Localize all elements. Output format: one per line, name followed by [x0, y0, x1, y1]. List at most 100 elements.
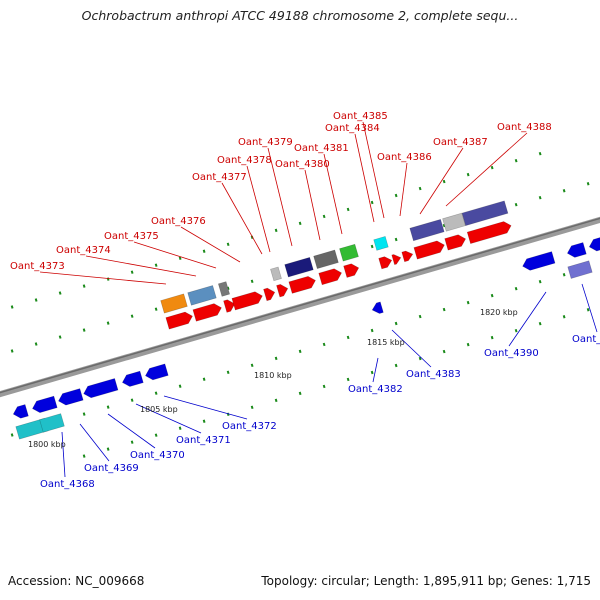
track-dot: [346, 335, 350, 340]
gene-label: Oant_4372: [222, 421, 277, 432]
gene-block: [313, 249, 339, 270]
gene-block: [318, 268, 342, 286]
gene-block: [83, 378, 119, 399]
track-dot: [106, 405, 110, 409]
label-leader: [399, 162, 408, 217]
track-dot: [106, 277, 110, 281]
gene-label: Oant_4377: [192, 172, 247, 183]
gene-label: Oant_4385: [333, 111, 388, 122]
gene-label: Oant_4374: [56, 245, 111, 256]
track-dot: [10, 305, 14, 309]
gene-block: [461, 200, 509, 226]
track-dot: [130, 314, 134, 318]
track-dot: [466, 172, 470, 177]
label-leader: [107, 413, 156, 449]
label-leader: [267, 147, 293, 247]
label-leader: [419, 147, 464, 215]
map-title: Ochrobactrum anthropi ATCC 49188 chromos…: [81, 8, 519, 23]
gene-block: [58, 388, 84, 406]
track-dot: [394, 321, 398, 326]
gene-label: Oant_4384: [325, 123, 380, 134]
track-dot: [466, 342, 470, 347]
topology-text: Topology: circular; Length: 1,895,911 bp…: [261, 574, 591, 588]
backbone-outer: [0, 216, 600, 398]
gene-block: [401, 250, 414, 263]
gene-block: [373, 236, 389, 251]
track-dot: [418, 314, 422, 319]
scale-tick-label: 1800 kbp: [28, 440, 66, 449]
track-dot: [418, 186, 422, 191]
track-dot: [442, 307, 446, 312]
gene-label: Oant_4386: [377, 152, 432, 163]
track-dot: [178, 426, 182, 430]
gene-label: Oant_4376: [151, 216, 206, 227]
label-leader: [354, 133, 375, 223]
track-dot: [538, 195, 542, 200]
label-leader: [323, 153, 343, 235]
gene-label: Oant_4382: [348, 384, 403, 395]
gene-label: Oant_4383: [406, 369, 461, 380]
track-dot: [586, 182, 590, 186]
label-leader: [133, 241, 217, 269]
gene-block: [217, 281, 231, 297]
track-dot: [370, 244, 374, 249]
label-leader: [221, 182, 263, 255]
gene-block: [378, 256, 393, 270]
accession-text: Accession: NC_009668: [8, 574, 145, 588]
label-leader: [372, 357, 379, 383]
gene-block: [32, 395, 58, 413]
track-dot: [58, 291, 62, 295]
track-dot: [82, 284, 86, 288]
gene-block: [121, 370, 144, 387]
gene-block: [444, 234, 467, 251]
gene-label: Oant_4375: [104, 231, 159, 242]
gene-block: [263, 287, 276, 302]
label-leader: [135, 403, 202, 434]
track-dot: [34, 298, 38, 302]
track-dot: [34, 342, 38, 346]
gene-block: [371, 301, 384, 314]
gene-block: [223, 299, 236, 313]
label-leader: [581, 283, 598, 333]
track-dot: [562, 189, 566, 193]
gene-label: Oant_4369: [84, 463, 139, 474]
label-leader: [304, 169, 321, 241]
gene-label: Oant_4373: [10, 261, 65, 272]
gene-block: [12, 404, 29, 419]
gene-label: Oant_4371: [176, 435, 231, 446]
gene-block: [276, 284, 289, 298]
label-leader: [180, 226, 241, 263]
scale-tick-label: 1805 kbp: [140, 405, 178, 414]
track-dot: [178, 384, 182, 388]
track-dot: [514, 286, 518, 291]
track-dot: [154, 307, 158, 311]
track-dot: [298, 391, 302, 396]
gene-block: [409, 218, 445, 242]
gene-label: Oant_4370: [130, 450, 185, 461]
backbone-inner: [0, 217, 600, 394]
gene-label: Oant_4368: [40, 479, 95, 490]
track-dot: [442, 349, 446, 354]
gene-block: [192, 303, 222, 322]
gene-block: [270, 266, 282, 282]
scale-tick-label: 1815 kbp: [367, 338, 405, 347]
track-dot: [154, 391, 158, 395]
gene-block: [339, 243, 359, 262]
track-dot: [82, 412, 86, 416]
gene-label: Oant_4378: [217, 155, 272, 166]
gene-block: [566, 242, 587, 258]
track-dot: [514, 158, 518, 163]
track-dot: [226, 242, 230, 247]
gene-block: [187, 285, 217, 306]
track-dot: [562, 315, 566, 319]
label-leader: [362, 121, 385, 219]
track-dot: [106, 321, 110, 325]
track-dot: [490, 293, 494, 298]
gene-block: [466, 221, 512, 245]
track-dot: [370, 370, 374, 375]
track-dot: [490, 165, 494, 170]
gene-block: [288, 275, 316, 294]
track-dot: [298, 349, 302, 354]
track-dot: [58, 335, 62, 339]
